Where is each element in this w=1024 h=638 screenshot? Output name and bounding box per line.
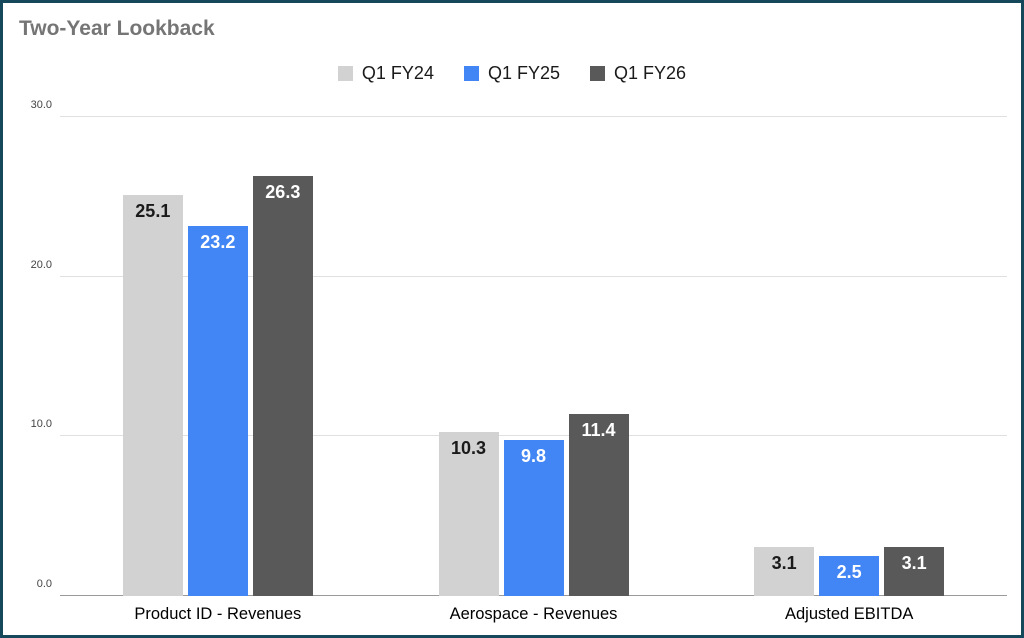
legend-item: Q1 FY26: [590, 63, 686, 84]
bar: 23.2: [187, 225, 248, 596]
bar-value-label: 26.3: [265, 182, 301, 203]
bar-value-label: 3.1: [901, 552, 927, 573]
bar-group: 3.1 2.5 3.1 Adjusted EBITDA: [691, 117, 1007, 623]
legend-label: Q1 FY25: [487, 63, 561, 83]
bar-cluster: 10.3 9.8 11.4: [376, 117, 692, 596]
bar: 10.3: [438, 431, 499, 596]
gridline: [60, 275, 1007, 277]
legend-swatch-icon: [590, 66, 606, 81]
legend-label: Q1 FY26: [614, 63, 687, 83]
bar-value-label: 2.5: [836, 562, 862, 583]
bar-value-label: 23.2: [200, 231, 236, 252]
legend-swatch-icon: [337, 66, 353, 81]
category-label: Adjusted EBITDA: [784, 605, 914, 623]
bar-group: 10.3 9.8 11.4 Aerospace - Revenues: [376, 117, 692, 623]
category-label: Product ID - Revenues: [134, 605, 302, 623]
bar: 26.3: [252, 176, 313, 596]
bar-value-label: 11.4: [581, 419, 616, 440]
bar-groups: 25.1 23.2 26.3 Product ID - Revenues 10.3 9.8…: [60, 117, 1007, 623]
bar-cluster: 3.1 2.5 3.1: [691, 117, 1007, 596]
gridline: [60, 116, 1007, 117]
bar: 25.1: [122, 195, 183, 596]
bar-value-label: 25.1: [135, 201, 171, 222]
chart-title: Two-Year Lookback: [19, 17, 215, 40]
bar: 11.4: [568, 413, 629, 596]
bar-value-label: 10.3: [450, 437, 487, 458]
bar-cluster: 25.1 23.2 26.3: [60, 117, 376, 596]
plot-area: 0.0 10.0 20.0 30.0 25.1 23.2 26.3 Product ID - …: [31, 99, 1007, 623]
category-label: Aerospace - Revenues: [449, 605, 618, 623]
y-tick-label: 0.0: [36, 578, 52, 590]
y-tick-label: 30.0: [30, 99, 52, 111]
bar: 2.5: [819, 556, 880, 596]
gridline: [60, 435, 1007, 437]
legend-item: Q1 FY24: [337, 63, 434, 84]
legend-item: Q1 FY25: [463, 63, 561, 84]
bar: 3.1: [884, 546, 945, 596]
bar-value-label: 3.1: [771, 552, 797, 573]
bar-group: 25.1 23.2 26.3 Product ID - Revenues: [60, 117, 376, 623]
bar-value-label: 9.8: [520, 445, 547, 466]
y-tick-label: 10.0: [30, 418, 52, 431]
legend: Q1 FY24 Q1 FY25 Q1 FY26: [3, 63, 1021, 84]
bar: 9.8: [503, 439, 564, 596]
legend-swatch-icon: [463, 66, 479, 81]
bar: 3.1: [754, 546, 815, 596]
y-tick-label: 20.0: [30, 258, 52, 271]
legend-label: Q1 FY24: [361, 63, 434, 83]
